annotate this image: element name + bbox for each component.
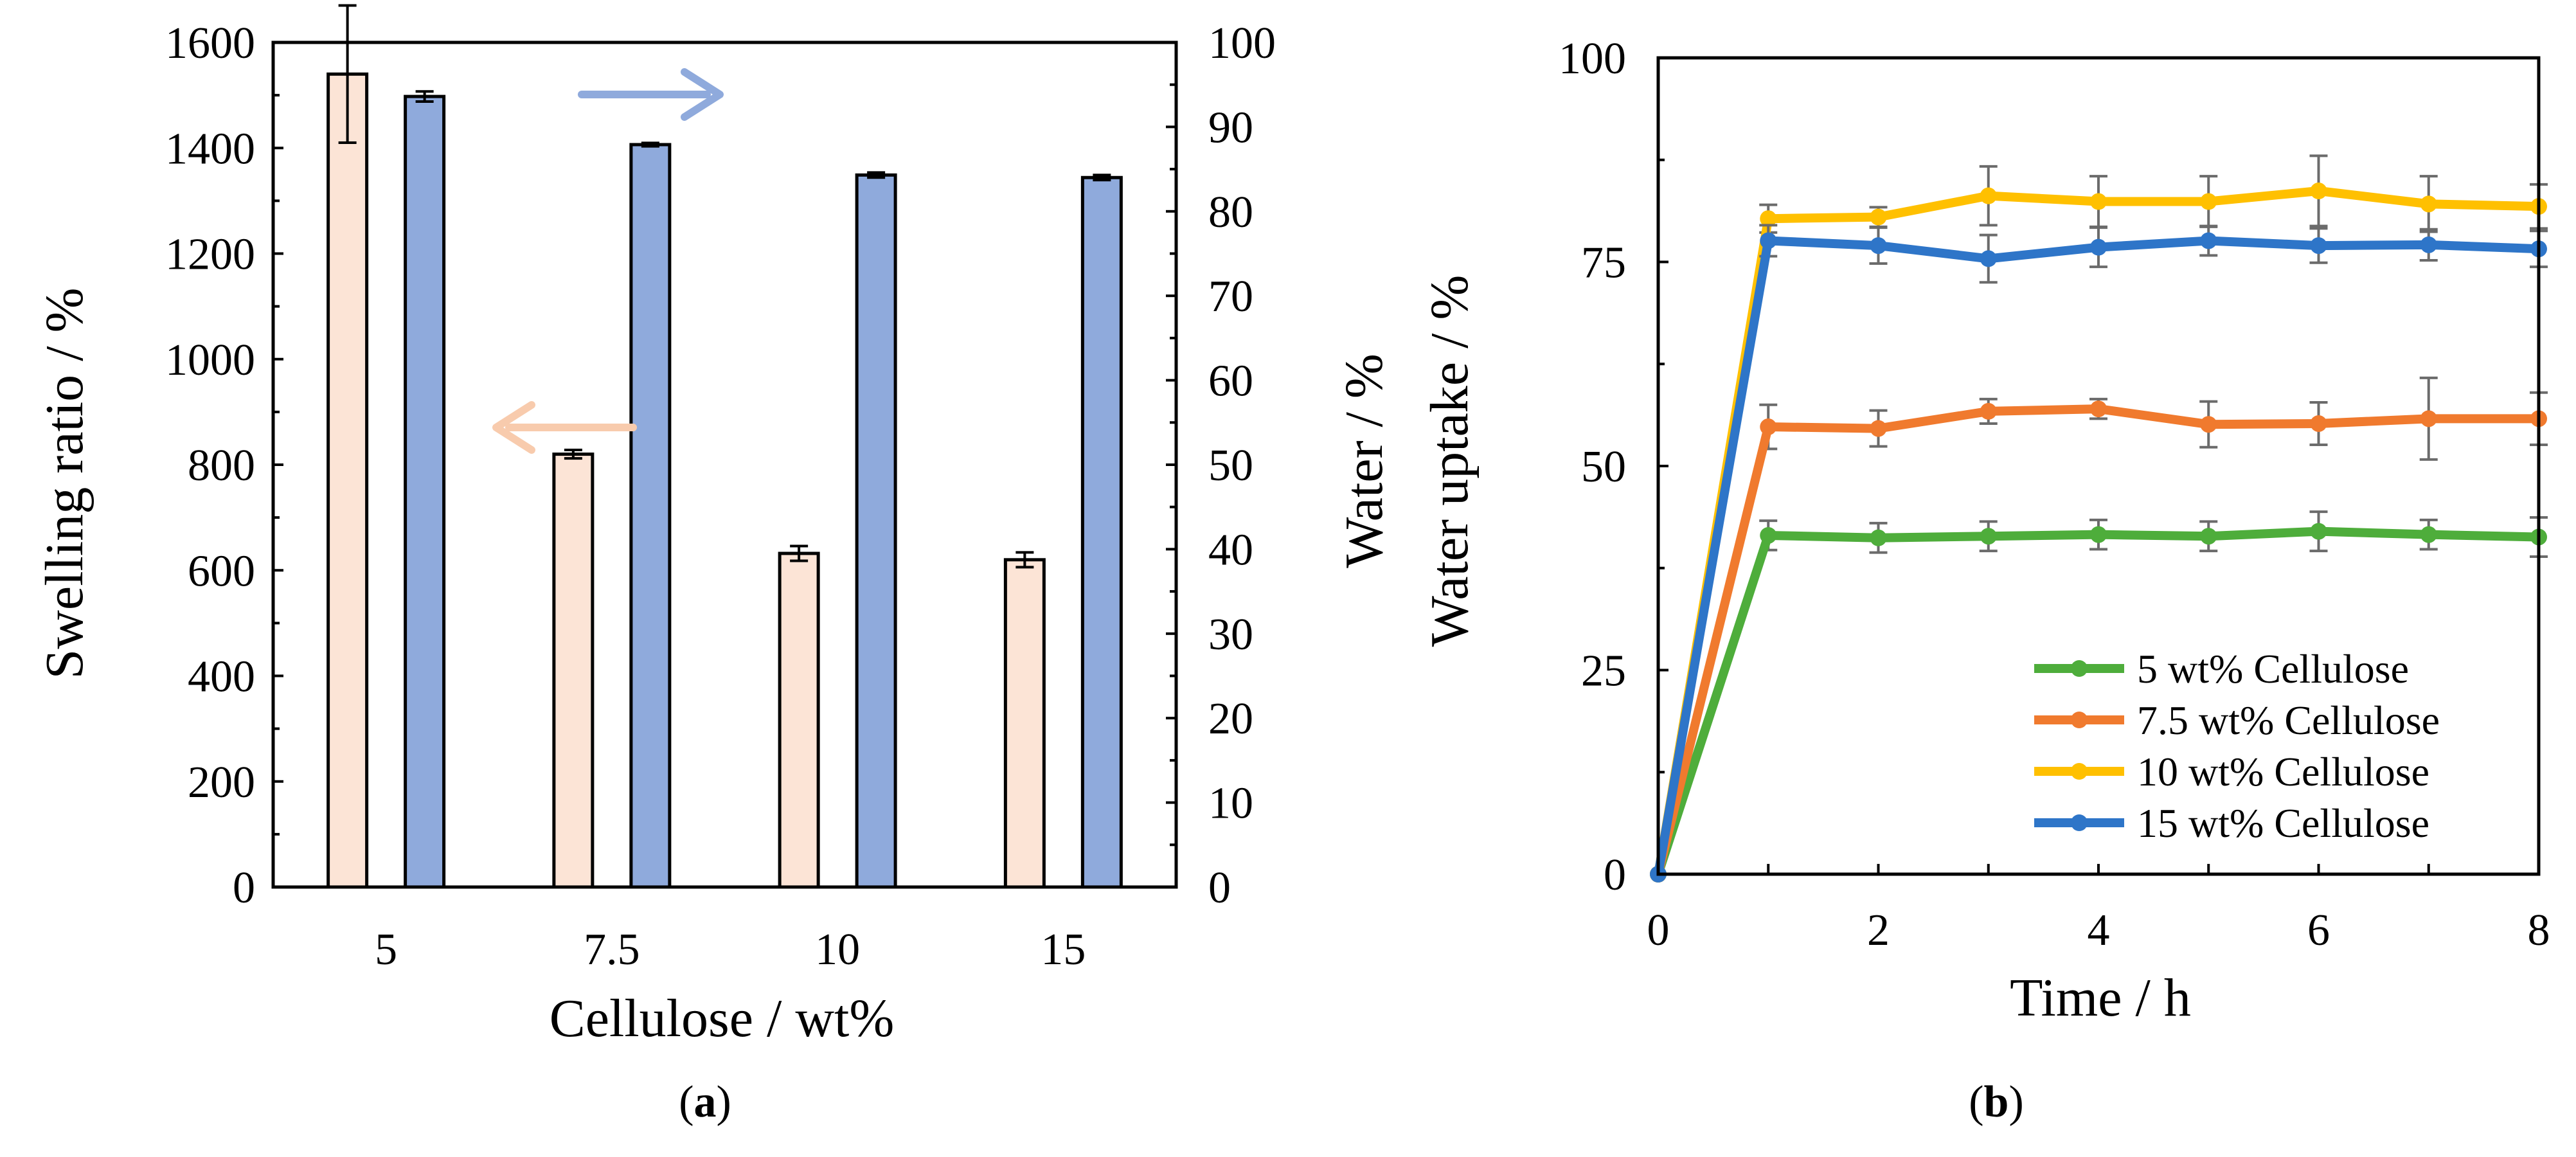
right-axis-tick-label: 0: [1208, 863, 1231, 913]
series-point-5-wt-cellulose: [2310, 523, 2327, 540]
right-axis-tick-label: 70: [1208, 272, 1253, 321]
y-axis-tick-label: 50: [1581, 442, 1626, 492]
series-point-5-wt-cellulose: [1870, 529, 1887, 546]
x-axis-tick-label: 2: [1867, 906, 1890, 955]
panel-b-x-axis-label: Time / h: [2010, 968, 2191, 1028]
y-axis-tick-label: 75: [1581, 238, 1626, 288]
bar-water: [855, 173, 897, 889]
series-point-7-5-wt-cellulose: [2200, 416, 2217, 433]
right-axis-tick-label: 40: [1208, 525, 1253, 575]
right-axis-tick-label: 30: [1208, 610, 1253, 659]
y-axis-tick-label: 25: [1581, 647, 1626, 696]
series-point-7-5-wt-cellulose: [2420, 410, 2437, 427]
legend-marker-15-wt-cellulose: [2071, 814, 2088, 831]
panel-b-caption-letter: b: [1984, 1077, 2009, 1127]
panel-a-right-y-axis-label: Water / %: [1334, 354, 1394, 568]
x-axis-tick-label: 6: [2307, 906, 2330, 955]
panel-a-bar-chart: 0 200 400 600 800 1000 1200 1400 1600 0 10 20 30 40 50…: [165, 4, 1276, 974]
arrow-left-head: [492, 401, 535, 454]
series-point-5-wt-cellulose: [2420, 526, 2437, 543]
panel-a-x-axis-label: Cellulose / wt%: [550, 989, 895, 1048]
series-point-5-wt-cellulose: [2200, 528, 2217, 545]
series-point-5-wt-cellulose: [1760, 526, 1777, 544]
right-axis-tick-label: 100: [1208, 19, 1276, 68]
x-axis-tick-label: 0: [1647, 906, 1670, 955]
series-point-7-5-wt-cellulose: [1870, 420, 1887, 437]
x-axis-tick-label: 4: [2088, 906, 2110, 955]
bar-swelling-ratio: [326, 72, 369, 889]
series-point-5-wt-cellulose: [2090, 526, 2107, 543]
panel-a-caption: (a): [679, 1077, 731, 1127]
legend-label-10-wt-cellulose: 10 wt% Cellulose: [2137, 749, 2429, 794]
left-axis-tick-label: 200: [188, 758, 255, 807]
x-axis-tick-label: 10: [815, 925, 860, 974]
bar-swelling-ratio: [778, 552, 820, 889]
x-axis-tick-label: 7.5: [584, 925, 640, 974]
panel-a-left-y-axis-label: Swelling ratio / %: [35, 288, 94, 679]
series-point-10-wt-cellulose: [1870, 208, 1887, 226]
x-axis-tick-label: 15: [1041, 925, 1086, 974]
legend-label-5-wt-cellulose: 5 wt% Cellulose: [2137, 646, 2409, 692]
right-axis-tick-label: 10: [1208, 779, 1253, 829]
panel-b-caption: (b): [1969, 1077, 2024, 1127]
legend-marker-7-5-wt-cellulose: [2071, 712, 2088, 728]
legend-marker-5-wt-cellulose: [2071, 660, 2088, 677]
x-axis-tick-label: 8: [2528, 906, 2550, 955]
series-point-15-wt-cellulose: [2200, 232, 2217, 249]
left-axis-tick-label: 1000: [165, 336, 255, 385]
left-axis-tick-label: 1600: [165, 19, 255, 68]
left-axis-tick-label: 600: [188, 546, 255, 596]
panel-a-caption-letter: a: [694, 1077, 717, 1127]
x-axis-tick-label: 5: [375, 925, 397, 974]
panel-a-plot-frame: [271, 40, 1178, 889]
legend-label-7-5-wt-cellulose: 7.5 wt% Cellulose: [2137, 697, 2440, 743]
series-point-10-wt-cellulose: [2090, 193, 2107, 210]
left-axis-tick-label: 0: [233, 863, 255, 913]
series-point-10-wt-cellulose: [2310, 183, 2327, 200]
bar-swelling-ratio: [1003, 558, 1046, 889]
y-axis-tick-label: 0: [1604, 850, 1626, 900]
right-axis-tick-label: 50: [1208, 441, 1253, 490]
series-point-10-wt-cellulose: [2200, 193, 2217, 210]
series-point-7-5-wt-cellulose: [1980, 402, 1997, 420]
legend-marker-10-wt-cellulose: [2071, 763, 2088, 780]
series-point-15-wt-cellulose: [2090, 238, 2107, 256]
bar-water: [629, 143, 672, 889]
right-axis-tick-label: 60: [1208, 357, 1253, 406]
series-point-10-wt-cellulose: [1980, 187, 1997, 204]
series-point-15-wt-cellulose: [1870, 237, 1887, 255]
panel-b-plot-frame: [1656, 56, 2541, 876]
left-axis-tick-label: 1200: [165, 230, 255, 280]
bar-water: [1080, 175, 1123, 889]
left-axis-tick-label: 800: [188, 441, 255, 490]
left-axis-tick-label: 400: [188, 652, 255, 702]
series-point-15-wt-cellulose: [1760, 232, 1777, 249]
bar-swelling-ratio: [552, 453, 595, 889]
legend-label-15-wt-cellulose: 15 wt% Cellulose: [2137, 800, 2429, 846]
series-point-15-wt-cellulose: [2420, 236, 2437, 253]
right-axis-tick-label: 20: [1208, 694, 1253, 744]
series-point-15-wt-cellulose: [2310, 237, 2327, 255]
panel-b-y-axis-label: Water uptake / %: [1420, 275, 1480, 647]
y-axis-tick-label: 100: [1559, 34, 1626, 84]
series-point-10-wt-cellulose: [2420, 195, 2437, 213]
panel-b-line-chart: 0 25 50 75 100 0 2 4 6 8 5 wt% Cellulose 7.5 wt% Ce…: [1559, 34, 2550, 955]
bar-water: [404, 94, 446, 889]
series-point-15-wt-cellulose: [1980, 250, 1997, 267]
left-axis-tick-label: 1400: [165, 124, 255, 174]
arrow-right-head: [681, 68, 724, 121]
series-point-7-5-wt-cellulose: [2090, 400, 2107, 418]
right-axis-tick-label: 90: [1208, 103, 1253, 152]
series-point-10-wt-cellulose: [1760, 210, 1777, 228]
series-point-7-5-wt-cellulose: [1760, 418, 1777, 436]
right-axis-tick-label: 80: [1208, 188, 1253, 237]
series-point-7-5-wt-cellulose: [2310, 415, 2327, 432]
series-point-5-wt-cellulose: [1980, 528, 1997, 545]
